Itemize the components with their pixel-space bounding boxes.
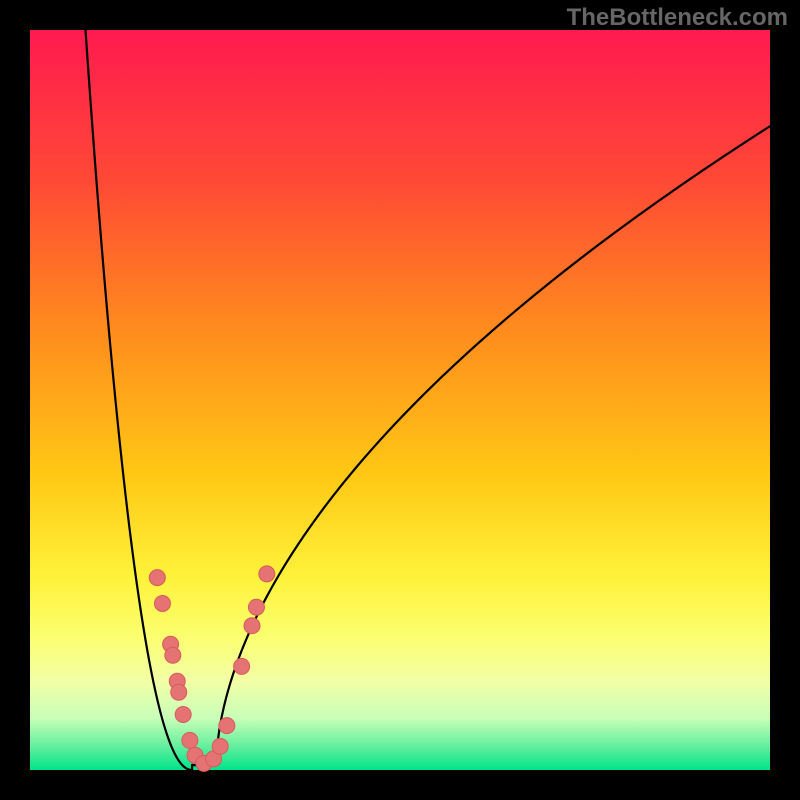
plot-background: [30, 30, 770, 770]
watermark-text: TheBottleneck.com: [567, 4, 788, 32]
data-marker: [212, 738, 228, 754]
chart-svg: [0, 0, 800, 800]
data-marker: [149, 570, 165, 586]
data-marker: [234, 658, 250, 674]
data-marker: [154, 596, 170, 612]
data-marker: [219, 718, 235, 734]
data-marker: [175, 707, 191, 723]
chart-root: TheBottleneck.com: [0, 0, 800, 800]
data-marker: [248, 599, 264, 615]
data-marker: [165, 647, 181, 663]
data-marker: [182, 732, 198, 748]
data-marker: [259, 566, 275, 582]
data-marker: [244, 618, 260, 634]
data-marker: [171, 684, 187, 700]
